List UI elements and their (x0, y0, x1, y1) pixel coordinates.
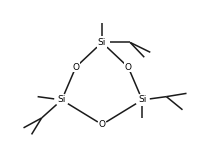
Text: O: O (99, 120, 105, 129)
Text: Si: Si (98, 38, 106, 47)
Text: O: O (72, 63, 79, 72)
Text: Si: Si (58, 95, 66, 104)
Text: O: O (125, 63, 132, 72)
Text: Si: Si (138, 95, 146, 104)
